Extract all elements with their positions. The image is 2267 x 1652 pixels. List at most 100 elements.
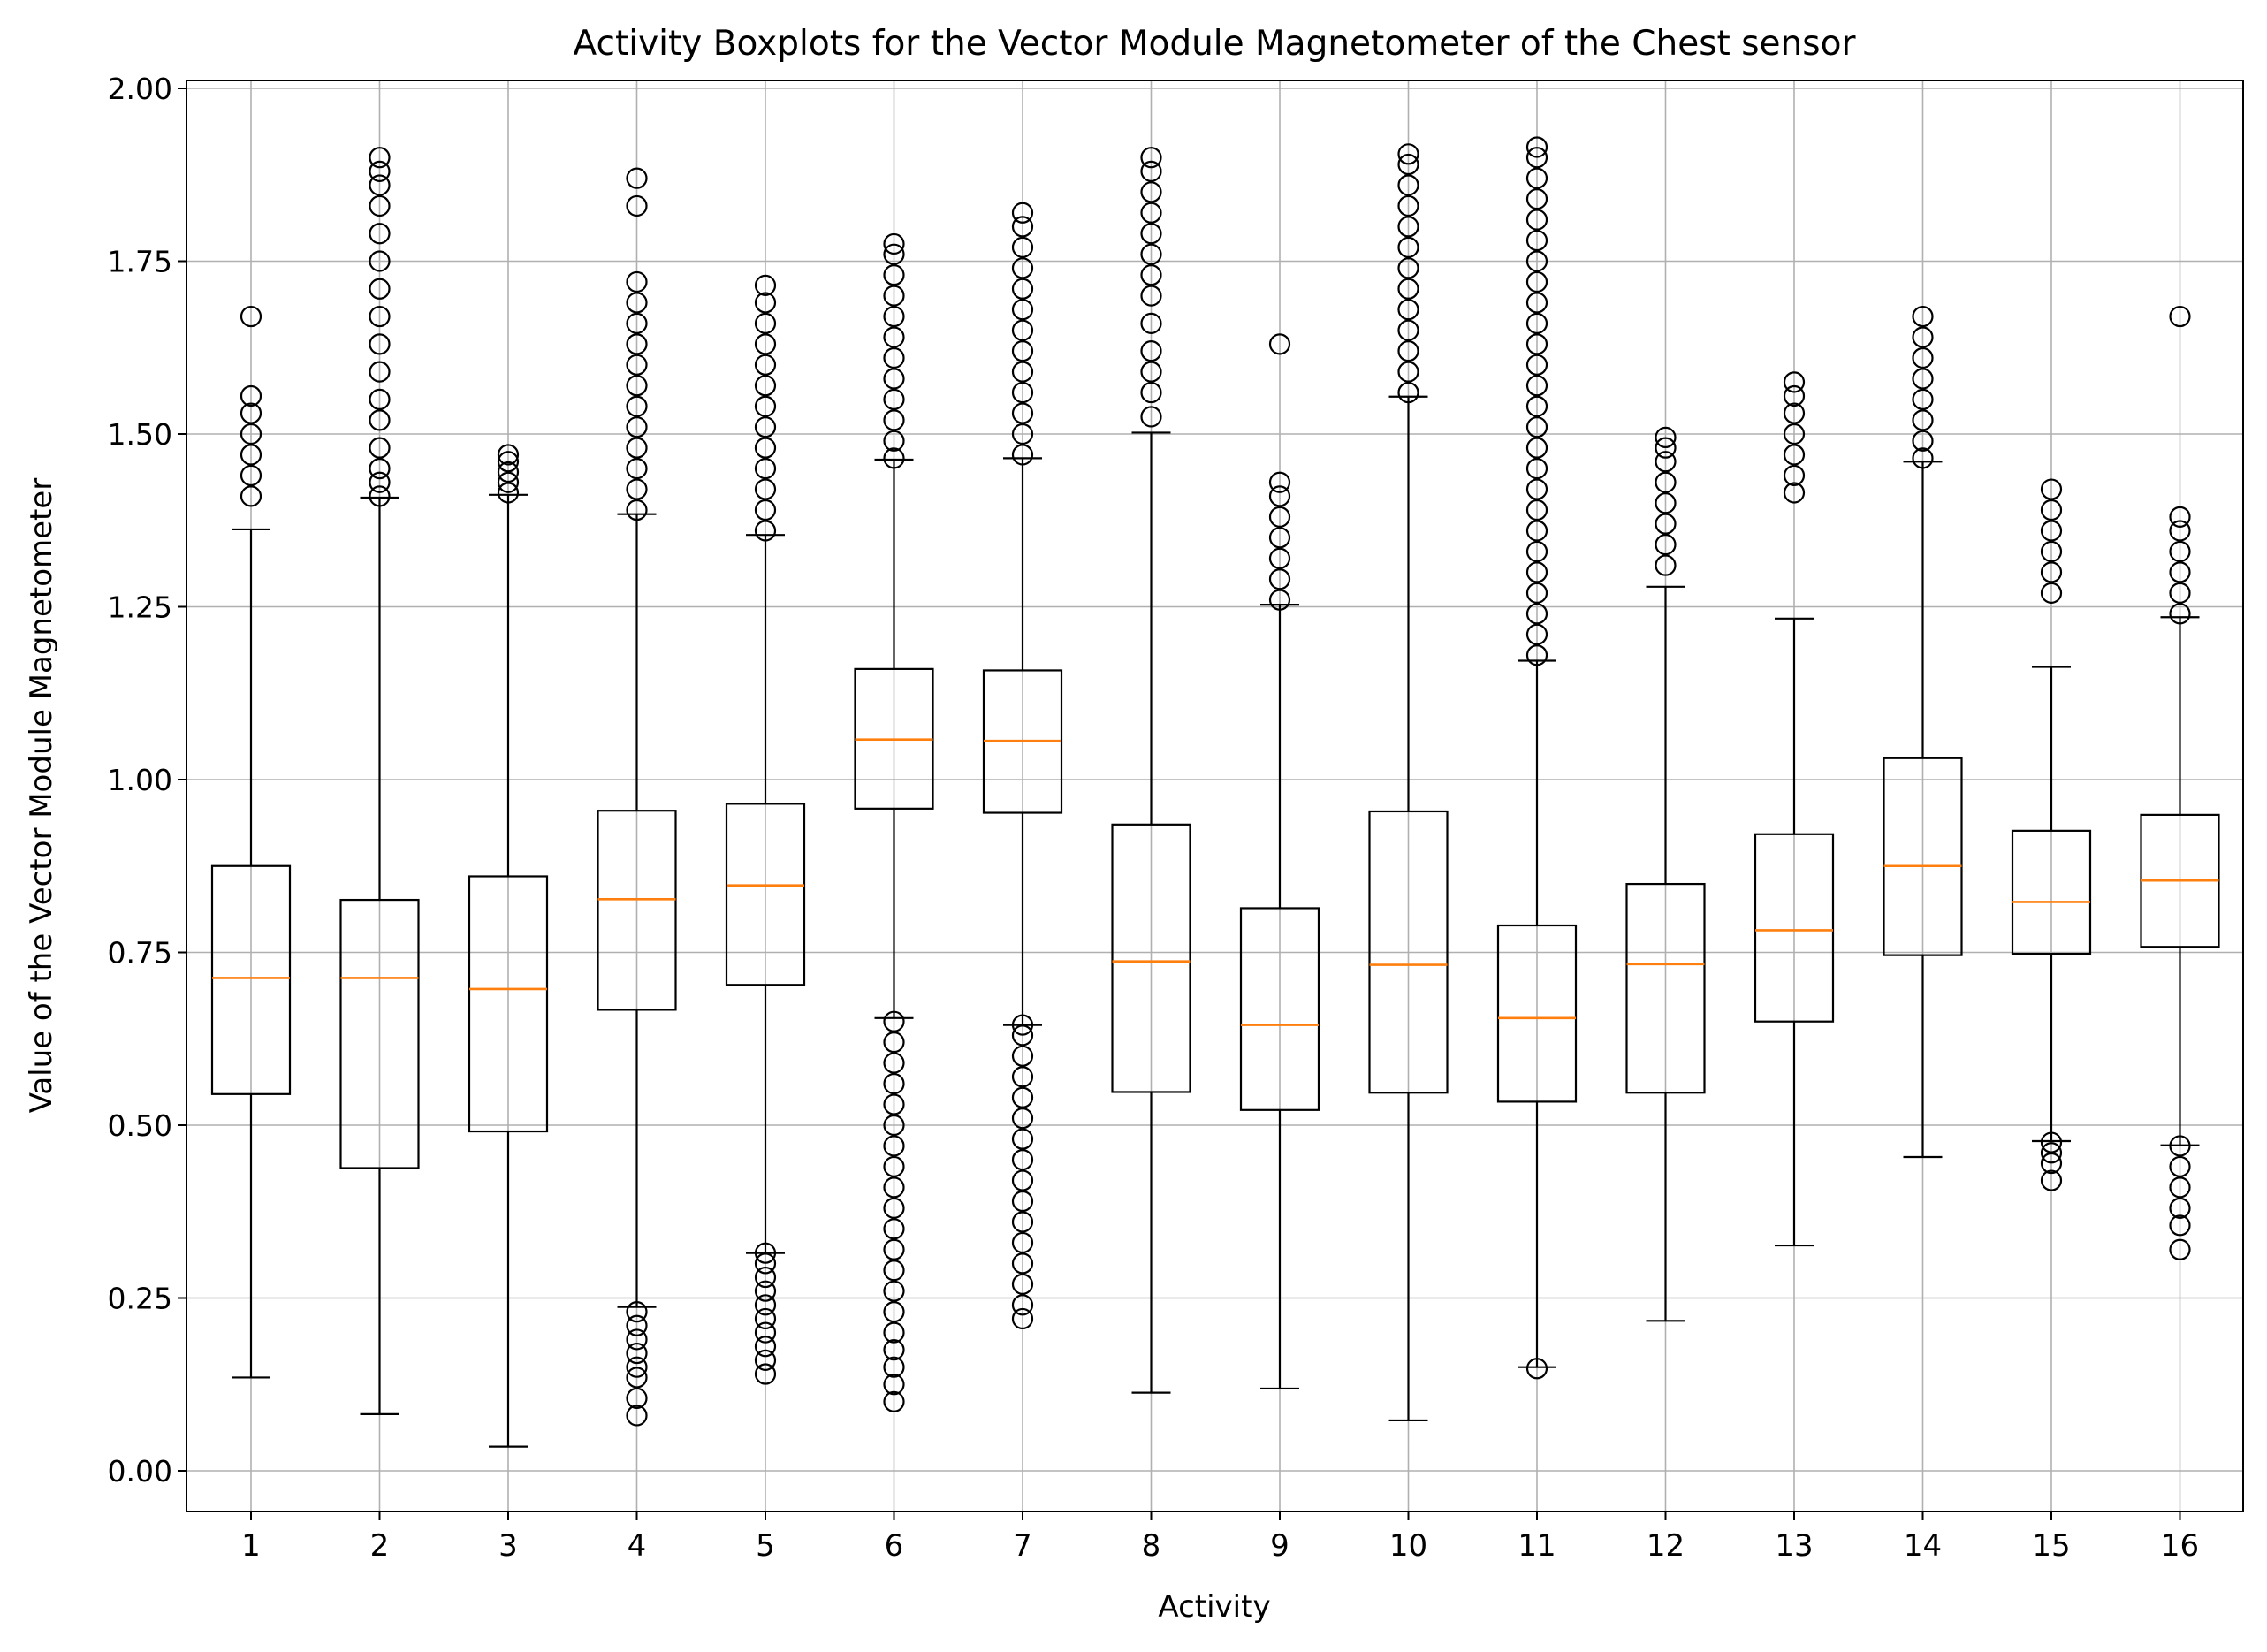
- outlier-point: [2169, 506, 2191, 528]
- outlier-point: [883, 1032, 905, 1054]
- y-tick-label: 1.00: [108, 763, 172, 797]
- outlier-point: [883, 232, 905, 255]
- outlier-point: [369, 305, 391, 328]
- outlier-point: [1268, 547, 1291, 569]
- outlier-point: [1655, 554, 1677, 576]
- outlier-point: [1397, 278, 1419, 300]
- x-tick-label: 12: [1647, 1528, 1685, 1564]
- outlier-point: [1011, 1307, 1034, 1330]
- outlier-point: [1912, 326, 1934, 348]
- outlier-point: [883, 1356, 905, 1378]
- iqr-box: [468, 875, 549, 1133]
- x-axis: 1 2 3 4 5 6 7 8 9 10 11 12 13 14 15 16: [241, 1511, 2199, 1564]
- box-activity-3: [468, 444, 549, 1448]
- outlier-point: [2169, 305, 2191, 328]
- outlier-point: [1525, 561, 1548, 583]
- iqr-box: [1496, 924, 1578, 1103]
- outlier-point: [369, 194, 391, 217]
- outlier-point: [626, 437, 648, 459]
- outlier-point: [1268, 333, 1291, 355]
- box-activity-11: [1496, 136, 1578, 1380]
- outlier-point: [1525, 167, 1548, 189]
- outlier-point: [1011, 319, 1034, 341]
- outlier-point: [1525, 582, 1548, 604]
- outlier-point: [1011, 1231, 1034, 1254]
- outlier-point: [2040, 582, 2063, 604]
- outlier-point: [1140, 264, 1162, 286]
- outlier-point: [754, 1294, 777, 1316]
- outlier-point: [883, 388, 905, 410]
- outlier-point: [883, 285, 905, 307]
- outlier-point: [1912, 409, 1934, 431]
- outlier-point: [754, 1321, 777, 1344]
- x-tick-label: 2: [370, 1528, 390, 1564]
- outlier-point: [2169, 540, 2191, 563]
- x-tick-label: 6: [885, 1528, 904, 1564]
- outlier-point: [2040, 499, 2063, 521]
- outlier-point: [1783, 444, 1806, 466]
- outlier-point: [1140, 243, 1162, 265]
- iqr-box: [2011, 829, 2092, 955]
- outlier-point: [1655, 437, 1677, 459]
- outlier-point: [2040, 1131, 2063, 1153]
- outlier-point: [369, 409, 391, 431]
- outlier-point: [1525, 354, 1548, 376]
- outlier-point: [1912, 346, 1934, 369]
- outlier-point: [497, 471, 520, 493]
- outlier-point: [1525, 312, 1548, 334]
- outlier-point: [754, 416, 777, 438]
- outlier-point: [883, 1238, 905, 1260]
- box-activity-2: [339, 147, 420, 1415]
- iqr-box: [1111, 823, 1191, 1093]
- outlier-point: [754, 312, 777, 334]
- outlier-point: [2169, 1135, 2191, 1157]
- box-activity-1: [210, 305, 292, 1379]
- outlier-point: [1397, 143, 1419, 165]
- outlier-point: [497, 451, 520, 473]
- outlier-point: [2040, 478, 2063, 500]
- outlier-point: [497, 444, 520, 466]
- outlier-point: [883, 243, 905, 265]
- plot-area-frame: [186, 80, 2244, 1512]
- outlier-point: [626, 270, 648, 293]
- outlier-point: [626, 194, 648, 217]
- outlier-point: [2040, 520, 2063, 542]
- outlier-point: [1011, 1066, 1034, 1088]
- outlier-point: [369, 278, 391, 300]
- outlier-point: [883, 1114, 905, 1137]
- x-tick-label: 9: [1270, 1528, 1289, 1564]
- outlier-point: [1140, 361, 1162, 383]
- outlier-point: [883, 1010, 905, 1032]
- outlier-point: [1397, 236, 1419, 258]
- outlier-point: [1525, 416, 1548, 438]
- outlier-point: [1140, 223, 1162, 245]
- outlier-point: [1783, 423, 1806, 445]
- outlier-point: [626, 499, 648, 521]
- outlier-point: [1525, 229, 1548, 252]
- outlier-point: [883, 430, 905, 452]
- outlier-point: [1397, 299, 1419, 321]
- y-tick-label: 0.50: [108, 1108, 172, 1143]
- chart-title: Activity Boxplots for the Vector Module …: [574, 24, 1857, 64]
- outlier-point: [240, 464, 262, 487]
- outlier-point: [1268, 589, 1291, 611]
- outlier-point: [1011, 1252, 1034, 1275]
- outlier-point: [1525, 457, 1548, 480]
- outlier-point: [1011, 1273, 1034, 1295]
- outlier-point: [1140, 160, 1162, 182]
- outlier-point: [1655, 534, 1677, 556]
- iqr-box: [1883, 757, 1963, 956]
- outlier-point: [1525, 147, 1548, 169]
- outlier-point: [2169, 603, 2191, 625]
- outlier-point: [1525, 136, 1548, 158]
- outlier-point: [626, 1405, 648, 1427]
- outlier-point: [754, 395, 777, 417]
- outlier-point: [1011, 278, 1034, 300]
- outlier-point: [1397, 361, 1419, 383]
- outlier-point: [626, 457, 648, 480]
- outlier-point: [240, 305, 262, 328]
- y-tick-label: 1.25: [108, 590, 172, 625]
- outlier-point: [1011, 423, 1034, 445]
- outlier-point: [1140, 285, 1162, 307]
- outlier-point: [2169, 1176, 2191, 1199]
